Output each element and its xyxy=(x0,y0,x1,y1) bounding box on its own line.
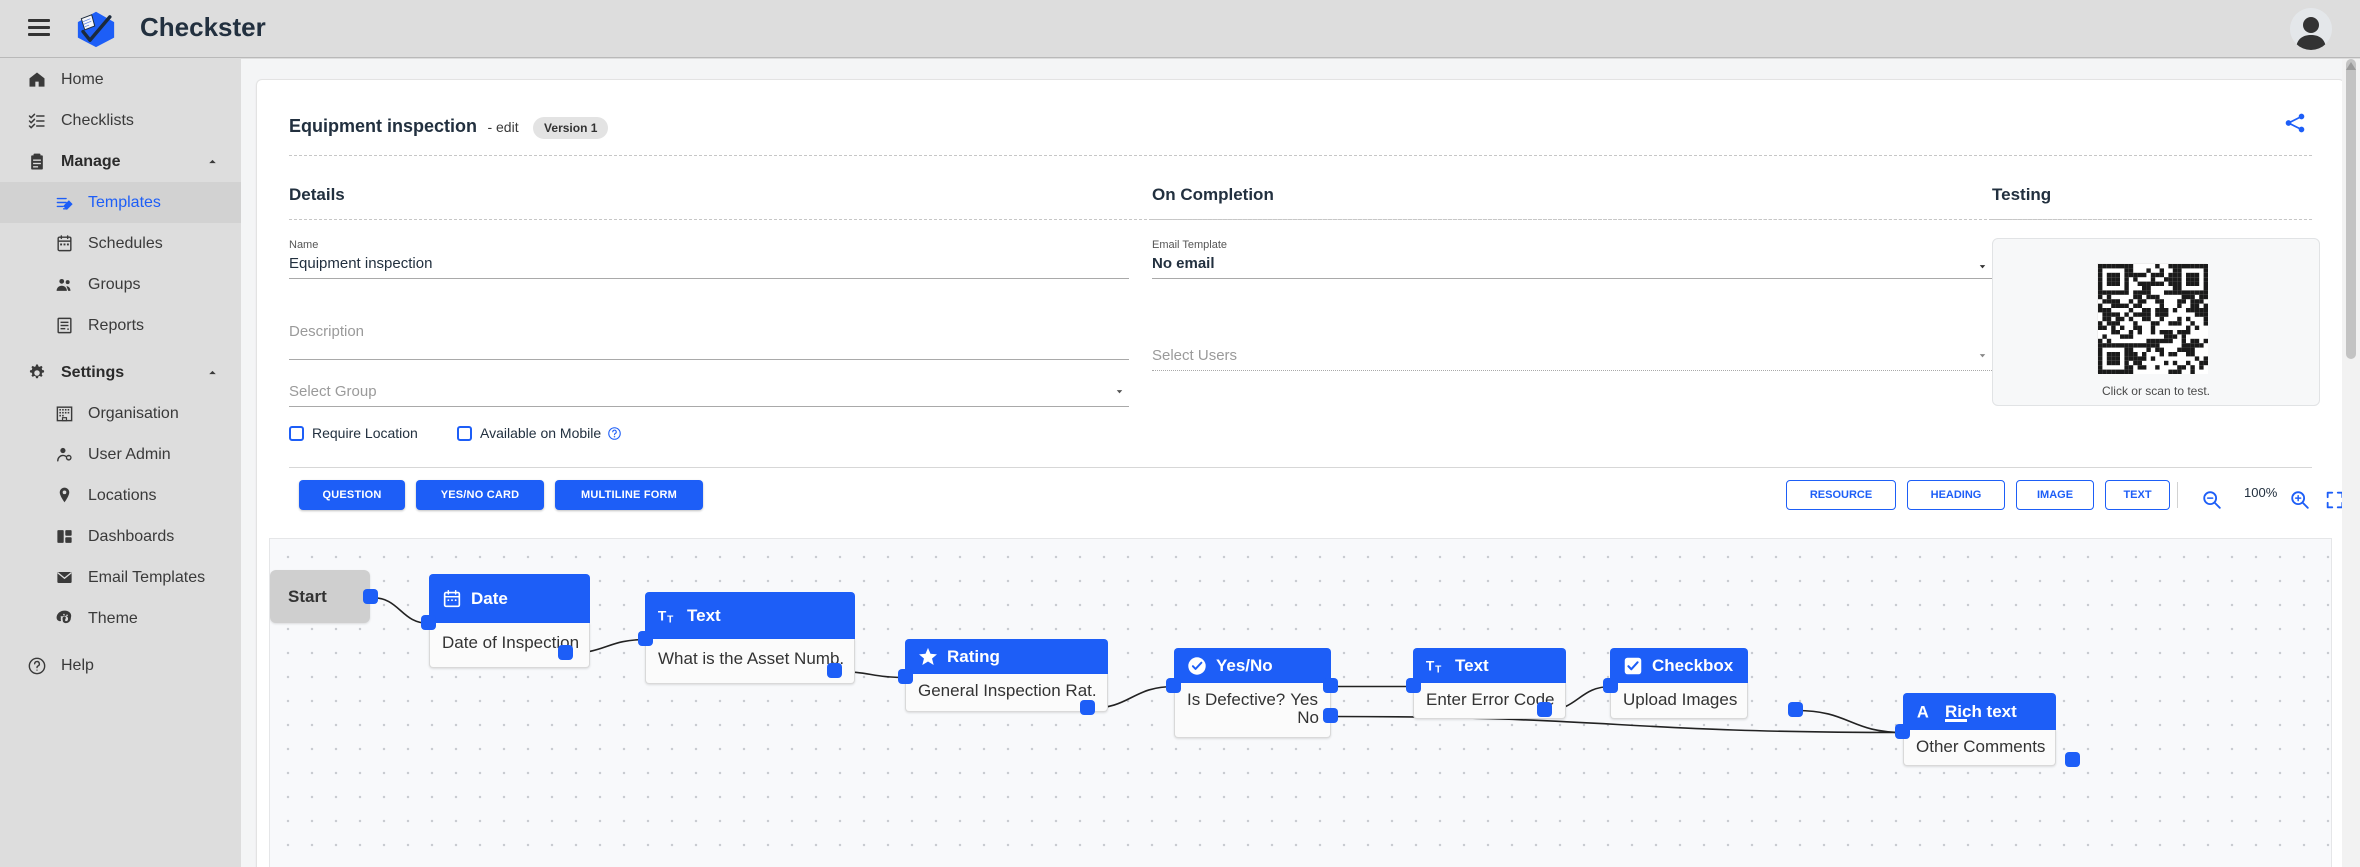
svg-text:A: A xyxy=(1917,703,1929,721)
svg-text:T: T xyxy=(1426,658,1435,673)
svg-text:T: T xyxy=(667,614,674,625)
svg-text:T: T xyxy=(658,608,667,623)
svg-text:T: T xyxy=(1435,664,1442,675)
